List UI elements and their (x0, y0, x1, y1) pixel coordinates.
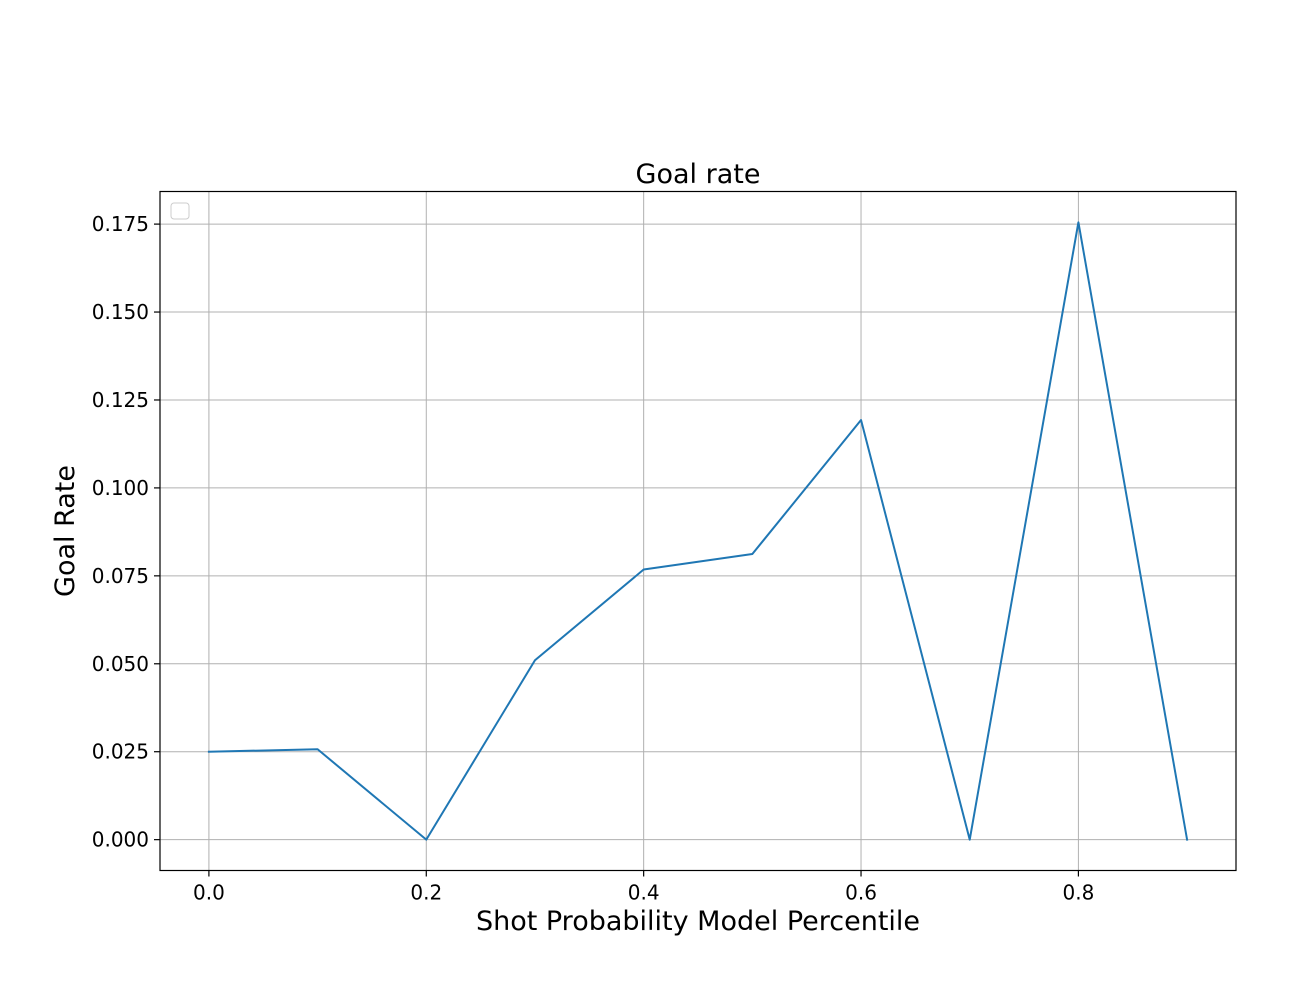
y-tick-label: 0.075 (92, 564, 149, 588)
x-tick-label: 0.6 (845, 881, 877, 905)
y-tick-label: 0.050 (92, 652, 149, 676)
y-tick-label: 0.000 (92, 828, 149, 852)
x-axis-label: Shot Probability Model Percentile (476, 906, 920, 937)
y-tick-label: 0.175 (92, 212, 149, 236)
y-tick-label: 0.125 (92, 388, 149, 412)
y-axis-label: Goal Rate (50, 465, 81, 597)
y-tick-label: 0.100 (92, 476, 149, 500)
chart-title: Goal rate (636, 159, 761, 190)
x-tick-label: 0.8 (1062, 881, 1094, 905)
x-tick-label: 0.2 (410, 881, 442, 905)
x-tick-label: 0.0 (193, 881, 225, 905)
y-tick-label: 0.025 (92, 740, 149, 764)
x-tick-label: 0.4 (628, 881, 660, 905)
legend-box (171, 203, 189, 219)
y-tick-label: 0.150 (92, 300, 149, 324)
